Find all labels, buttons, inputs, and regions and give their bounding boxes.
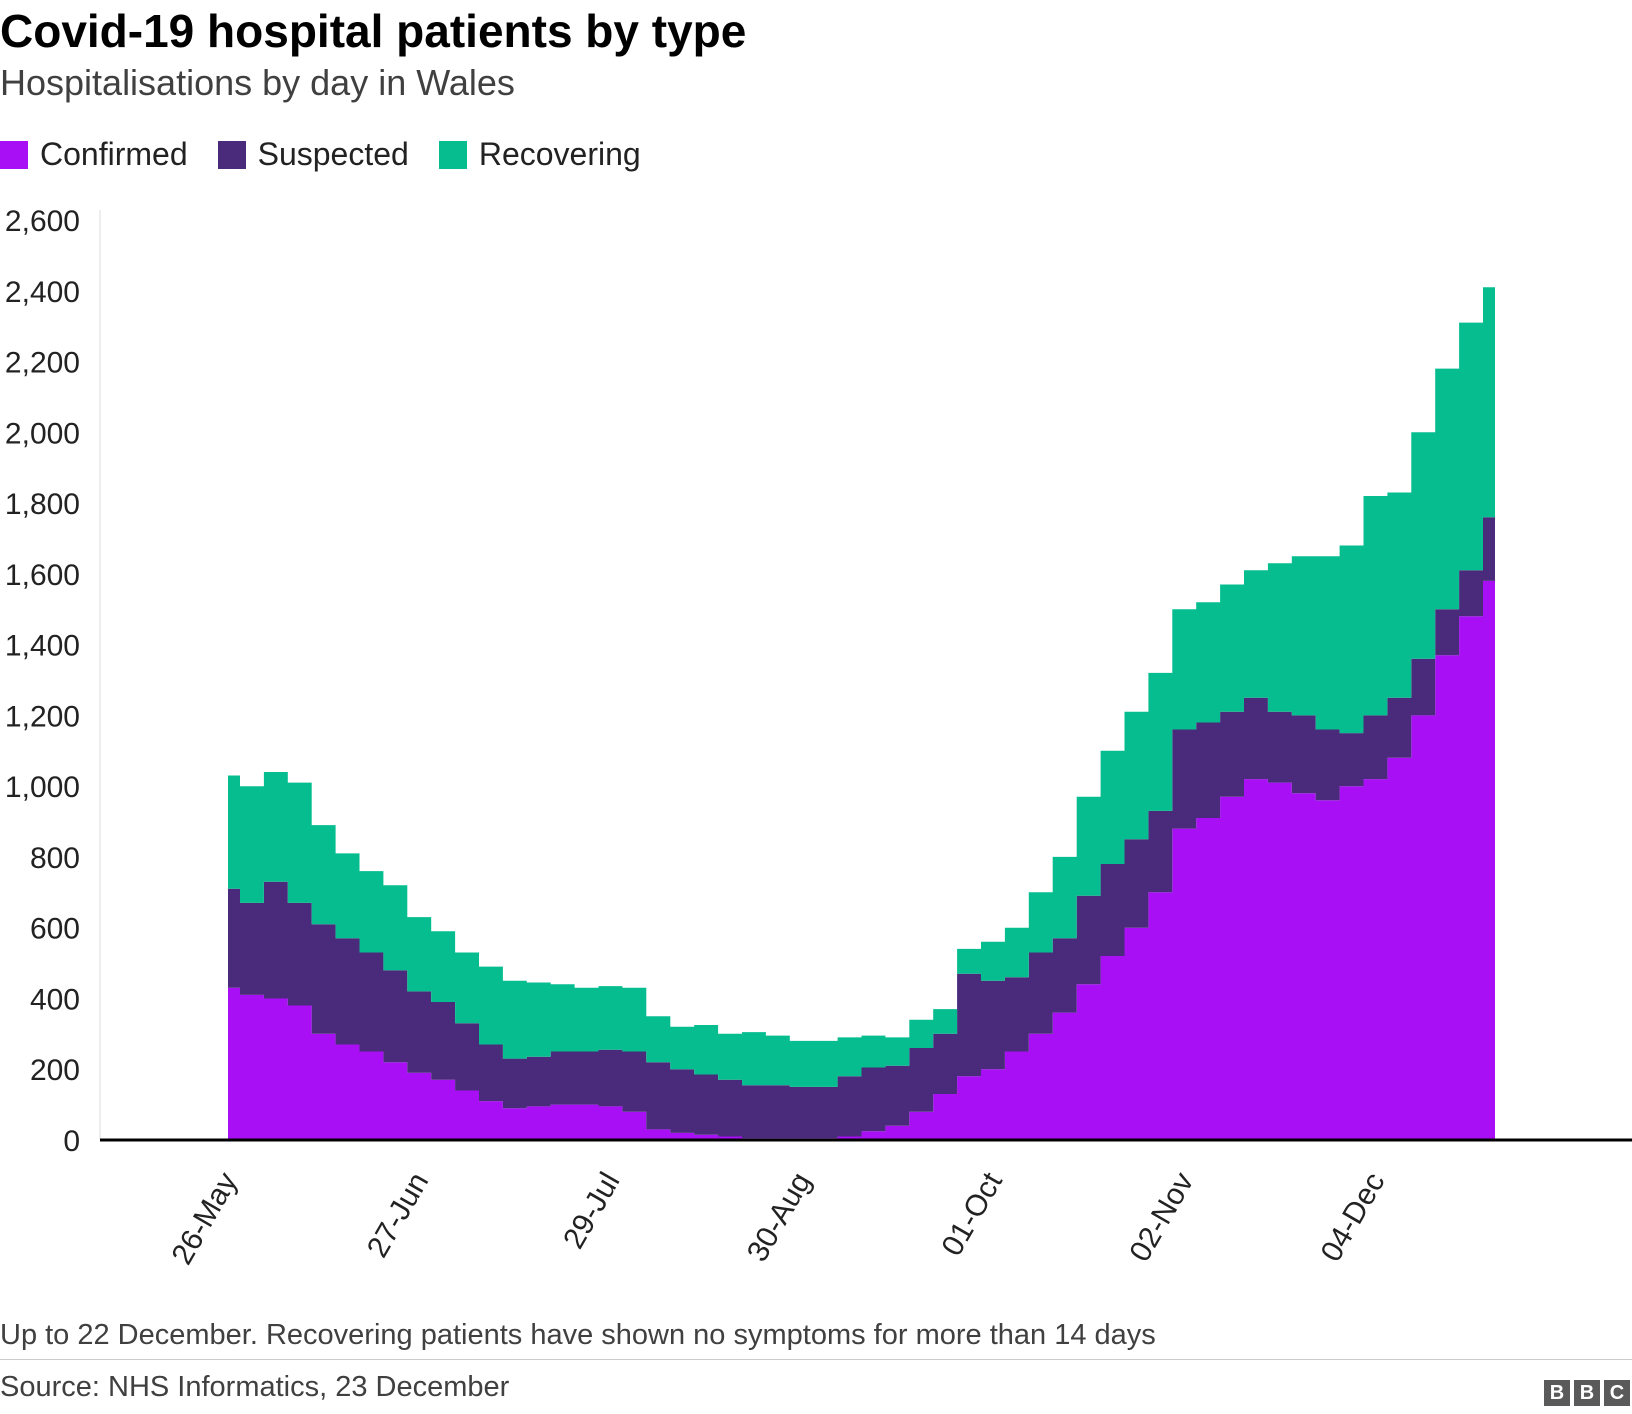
legend: Confirmed Suspected Recovering [0,136,671,173]
legend-item-recovering: Recovering [438,136,641,173]
y-tick-label: 600 [30,913,80,946]
legend-item-confirmed: Confirmed [0,136,188,173]
y-tick-label: 400 [30,983,80,1016]
y-tick-label: 1,800 [5,488,80,521]
x-tick-label: 30-Aug [741,1167,818,1267]
y-tick-label: 1,400 [5,630,80,663]
area-series-confirmed [228,580,1495,1140]
y-axis-ticks: 0 200 400 600 800 1,000 1,200 1,400 1,600 1,800 2,… [5,205,80,1158]
y-tick-label: 2,000 [5,417,80,450]
x-tick-label: 02-Nov [1123,1167,1200,1267]
x-tick-label: 04-Dec [1315,1167,1392,1267]
legend-label-recovering: Recovering [478,136,641,172]
y-tick-label: 2,600 [5,205,80,238]
y-tick-label: 2,200 [5,347,80,380]
legend-swatch-suspected [217,140,246,169]
x-tick-label: 27-Jun [361,1167,435,1263]
legend-label-confirmed: Confirmed [40,136,188,172]
bbc-logo: B B C [1540,1380,1630,1406]
x-tick-label: 26-May [165,1167,244,1270]
chart-title: Covid-19 hospital patients by type [0,5,747,57]
x-axis-ticks: 26-May 27-Jun 29-Jul 30-Aug 01-Oct 02-Nov 04-D… [165,1166,1391,1270]
legend-swatch-confirmed [0,140,28,169]
legend-item-suspected: Suspected [217,136,409,173]
chart-footnote: Up to 22 December. Recovering patients h… [0,1319,1156,1351]
y-tick-label: 2,400 [5,276,80,309]
area-series-group [228,287,1495,1140]
footer-divider [0,1359,1632,1360]
y-tick-label: 1,200 [5,700,80,733]
bbc-logo-block: C [1604,1380,1630,1406]
x-tick-label: 01-Oct [935,1166,1009,1261]
legend-swatch-recovering [438,140,467,169]
y-tick-label: 800 [30,842,80,875]
y-tick-label: 200 [30,1054,80,1087]
bbc-logo-block: B [1544,1380,1570,1406]
legend-label-suspected: Suspected [257,136,409,172]
y-tick-label: 1,000 [5,771,80,804]
chart-source: Source: NHS Informatics, 23 December [0,1371,510,1403]
x-tick-label: 29-Jul [557,1167,626,1254]
chart-subtitle: Hospitalisations by day in Wales [0,62,515,103]
y-tick-label: 1,600 [5,559,80,592]
chart-plot-area: 0 200 400 600 800 1,000 1,200 1,400 1,600 1,800 2,… [5,205,1632,1270]
bbc-logo-block: B [1574,1380,1600,1406]
area-series-recovering [228,287,1495,1087]
y-tick-label: 0 [63,1125,80,1158]
